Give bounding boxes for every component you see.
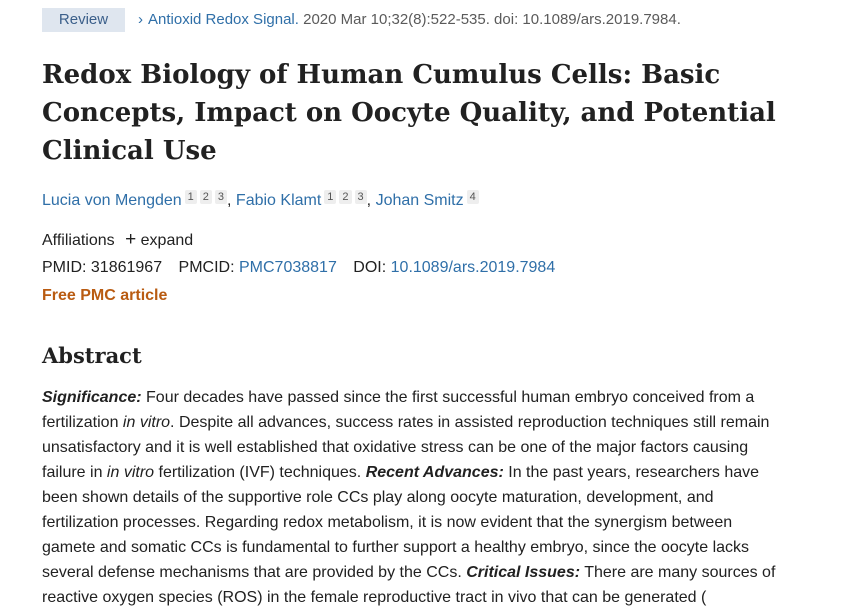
author-link[interactable]: Fabio Klamt — [235, 192, 322, 209]
abstract-text-segment: reactive oxygen species (ROS) in the fem… — [42, 589, 707, 606]
chevron-right-icon[interactable]: › — [138, 11, 143, 28]
doi-link[interactable]: 10.1089/ars.2019.7984 — [390, 259, 556, 276]
affiliation-number[interactable]: 3 — [354, 190, 367, 204]
author-link[interactable]: Johan Smitz — [375, 192, 464, 209]
pmid-value: 31861967 — [90, 259, 163, 276]
affiliation-number[interactable]: 2 — [339, 190, 352, 204]
abstract-text-segment: fertilization — [42, 414, 123, 431]
abstract-text-segment: There are many sources of — [580, 564, 776, 581]
abstract-line: reactive oxygen species (ROS) in the fem… — [42, 585, 832, 610]
affiliation-number[interactable]: 2 — [199, 190, 212, 204]
abstract-text-segment: in vitro — [122, 414, 171, 431]
citation: › Antioxid Redox Signal. 2020 Mar 10;32(8… — [138, 8, 681, 32]
abstract-line: fertilization in vitro. Despite all adva… — [42, 410, 832, 435]
abstract-text-segment: Four decades have passed since the first… — [141, 389, 755, 406]
abstract-text-segment: In the past years, researchers have — [503, 464, 760, 481]
author-link[interactable]: Lucia von Mengden — [42, 192, 182, 209]
abstract-text-segment: unsatisfactory and it is well establishe… — [42, 439, 749, 456]
abstract-text-segment: in vitro — [106, 464, 155, 481]
abstract-section-label: Significance: — [42, 389, 142, 406]
abstract-section-label: Critical Issues: — [466, 564, 581, 581]
abstract-text-segment: . Despite all advances, success rates in… — [170, 414, 770, 431]
pmid-label: PMID: — [42, 259, 87, 276]
authors-list: Lucia von Mengden 1 2 3, Fabio Klamt 1 2 3, Jo… — [42, 190, 479, 212]
article-title: Redox Biology of Human Cumulus Cells: Ba… — [42, 60, 776, 166]
abstract-text-segment: fertilization processes. Regarding redox… — [42, 514, 733, 531]
journal-link[interactable]: Antioxid Redox Signal. — [148, 11, 299, 28]
citation-details: 2020 Mar 10;32(8):522-535. doi: 10.1089/… — [298, 11, 681, 28]
abstract-text-segment: gamete and somatic CCs is fundamental to… — [42, 539, 750, 556]
pmcid-link[interactable]: PMC7038817 — [239, 259, 337, 276]
abstract-heading: Abstract — [42, 343, 142, 368]
review-badge: Review — [42, 8, 125, 32]
abstract-line: gamete and somatic CCs is fundamental to… — [42, 535, 832, 560]
free-pmc-article-link[interactable]: Free PMC article — [42, 287, 168, 304]
abstract-text: Significance: Four decades have passed s… — [42, 385, 832, 610]
abstract-line: Significance: Four decades have passed s… — [42, 385, 832, 410]
plus-icon: + — [125, 229, 137, 250]
identifiers-row: PMID: 31861967 PMCID: PMC7038817 DOI: 10… — [42, 257, 555, 279]
pmcid-label: PMCID: — [178, 259, 235, 276]
affiliations-label: Affiliations — [42, 232, 115, 249]
doi-label: DOI: — [353, 259, 387, 276]
abstract-text-segment: failure in — [42, 464, 107, 481]
abstract-text-segment: several defense mechanisms that are prov… — [42, 564, 467, 581]
abstract-line: unsatisfactory and it is well establishe… — [42, 435, 832, 460]
affiliation-number[interactable]: 3 — [214, 190, 228, 204]
abstract-line: fertilization processes. Regarding redox… — [42, 510, 832, 535]
abstract-line: failure in in vitro fertilization (IVF) … — [42, 460, 832, 485]
abstract-line: been shown details of the supportive rol… — [42, 485, 832, 510]
affiliation-number[interactable]: 1 — [184, 190, 197, 204]
expand-affiliations-button[interactable]: + expand — [125, 229, 194, 250]
author-separator: , — [227, 192, 236, 209]
author-separator: , — [366, 192, 376, 209]
affiliation-number[interactable]: 4 — [466, 190, 479, 204]
affiliation-number[interactable]: 1 — [324, 190, 337, 204]
abstract-line: several defense mechanisms that are prov… — [42, 560, 832, 585]
abstract-text-segment: been shown details of the supportive rol… — [42, 489, 714, 506]
abstract-text-segment: fertilization (IVF) techniques. — [154, 464, 366, 481]
affiliations-row: Affiliations + expand — [42, 229, 193, 252]
abstract-section-label: Recent Advances: — [365, 464, 504, 481]
